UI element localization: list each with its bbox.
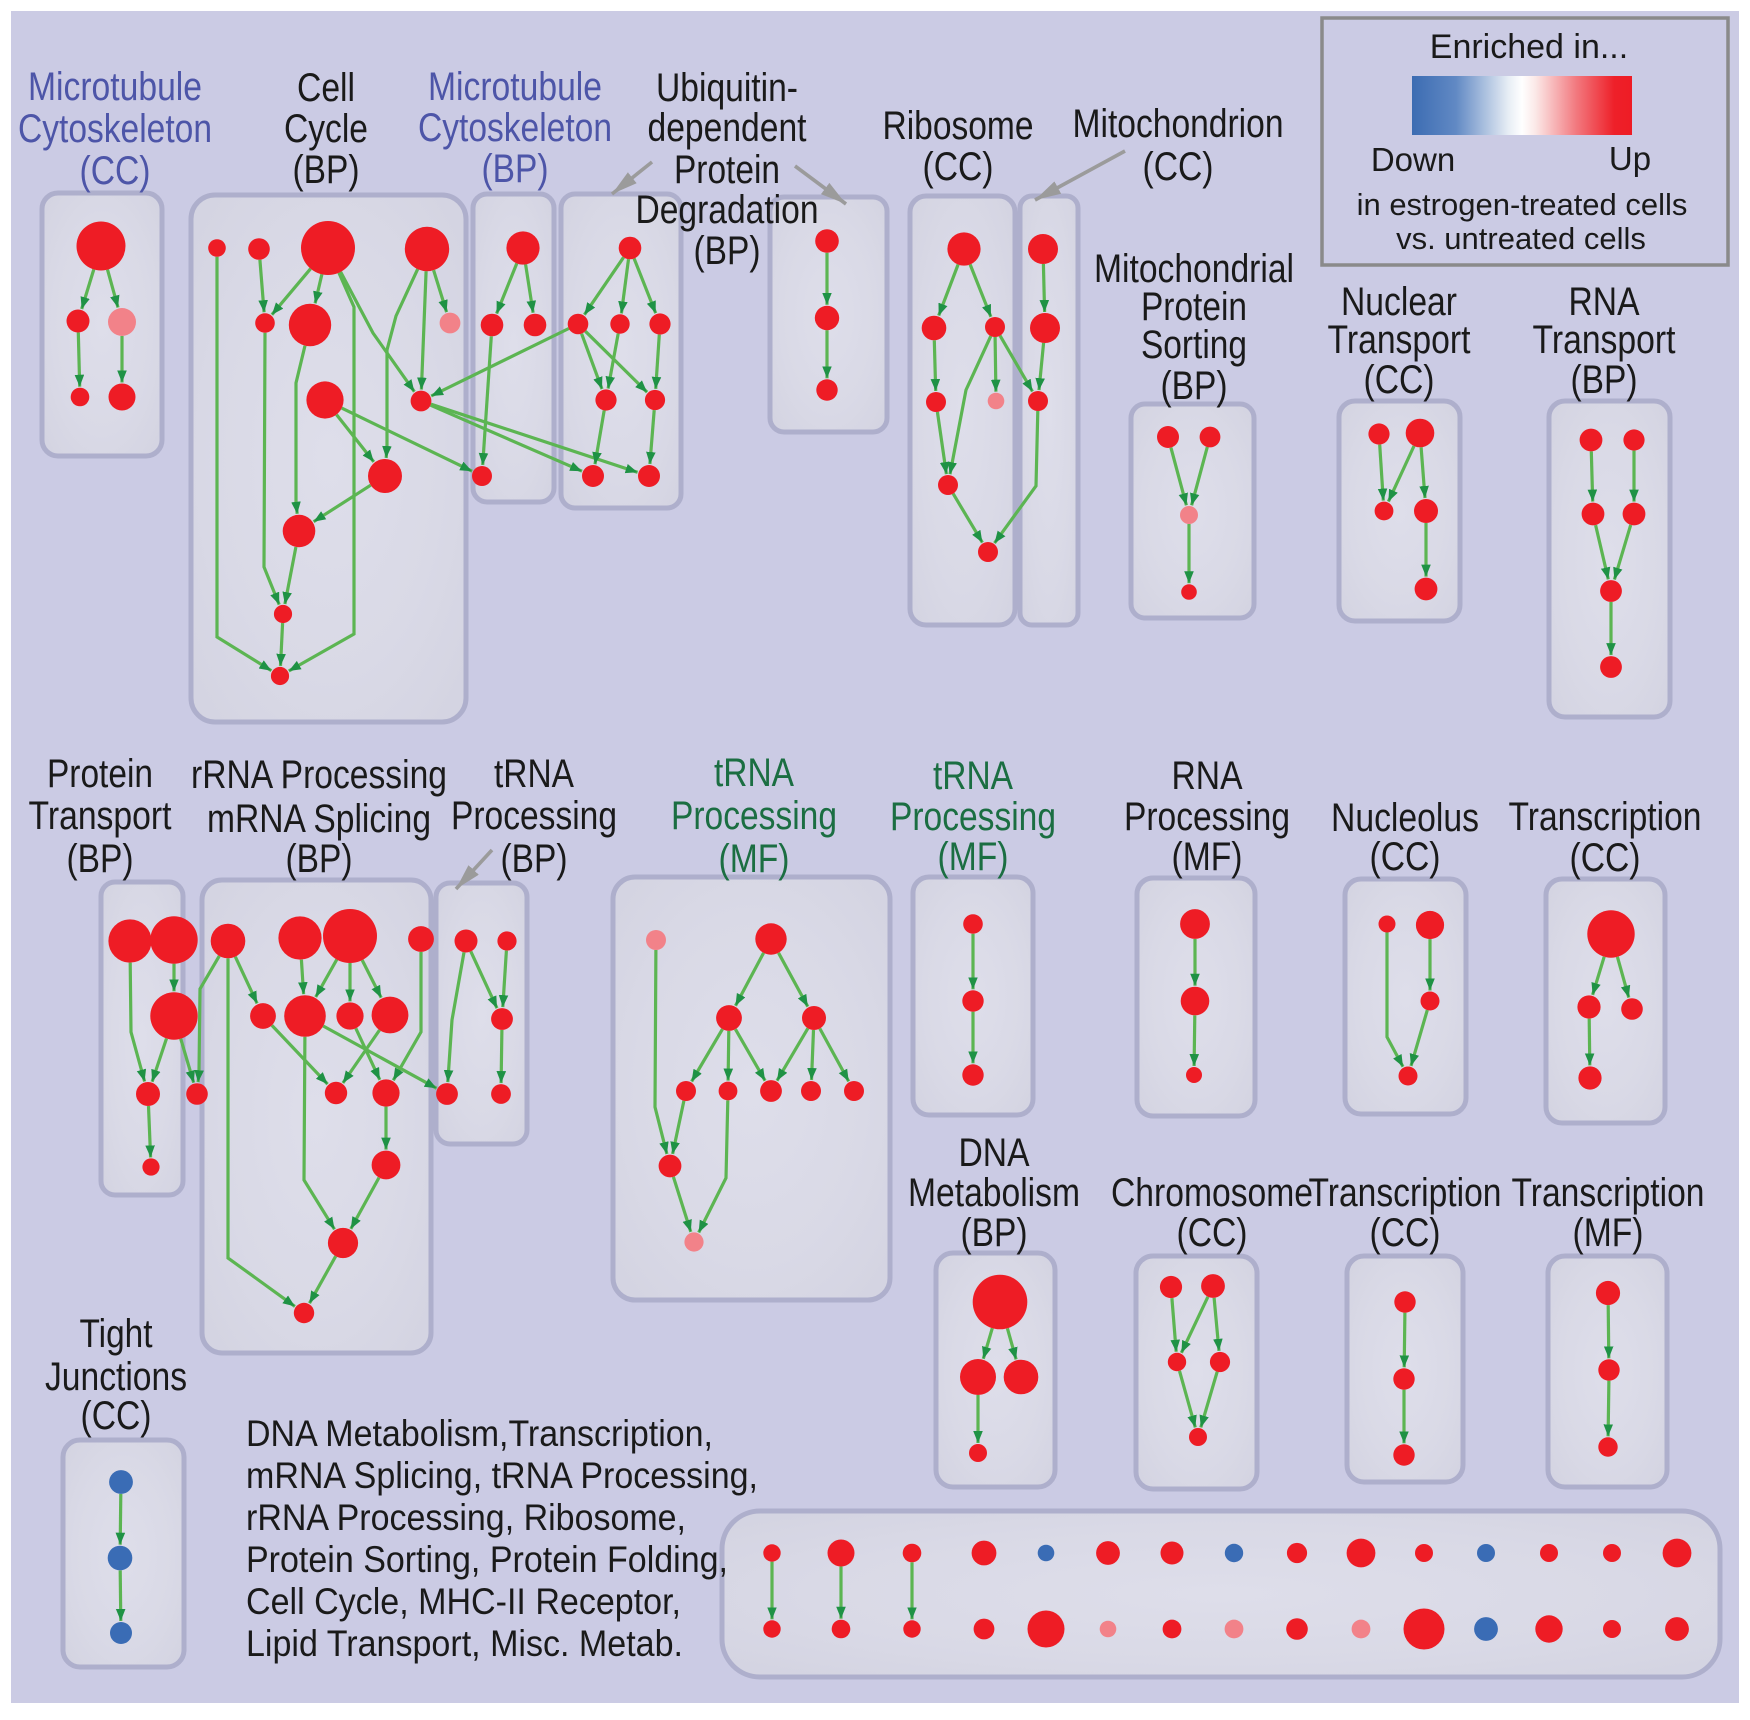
svg-text:Protein: Protein bbox=[1141, 285, 1247, 329]
svg-text:Transport: Transport bbox=[1533, 318, 1676, 362]
svg-text:Degradation: Degradation bbox=[636, 188, 819, 232]
svg-text:Ubiquitin-: Ubiquitin- bbox=[656, 66, 798, 110]
svg-text:tRNA: tRNA bbox=[933, 754, 1013, 798]
svg-text:tRNA: tRNA bbox=[494, 752, 574, 796]
svg-text:(CC): (CC) bbox=[923, 145, 994, 189]
svg-text:Chromosome: Chromosome bbox=[1111, 1171, 1313, 1215]
svg-text:Cytoskeleton: Cytoskeleton bbox=[18, 107, 212, 151]
svg-text:Processing: Processing bbox=[671, 794, 837, 838]
svg-text:Cell Cycle, MHC-II Receptor,: Cell Cycle, MHC-II Receptor, bbox=[246, 1581, 681, 1622]
svg-text:(CC): (CC) bbox=[80, 149, 151, 193]
svg-text:mRNA Splicing, tRNA Processing: mRNA Splicing, tRNA Processing, bbox=[246, 1455, 758, 1496]
svg-text:(BP): (BP) bbox=[482, 147, 549, 191]
svg-text:(BP): (BP) bbox=[961, 1211, 1028, 1255]
svg-text:RNA: RNA bbox=[1569, 280, 1640, 324]
svg-text:Transport: Transport bbox=[29, 794, 172, 838]
svg-text:rRNA Processing, Ribosome,: rRNA Processing, Ribosome, bbox=[246, 1497, 686, 1538]
svg-text:(CC): (CC) bbox=[1370, 1211, 1441, 1255]
svg-text:Nuclear: Nuclear bbox=[1341, 280, 1457, 324]
svg-text:Transcription: Transcription bbox=[1309, 1171, 1502, 1215]
svg-text:Transcription: Transcription bbox=[1509, 795, 1702, 839]
svg-text:Transport: Transport bbox=[1328, 318, 1471, 362]
svg-text:dependent: dependent bbox=[648, 106, 807, 150]
svg-text:Protein: Protein bbox=[674, 148, 780, 192]
svg-text:Up: Up bbox=[1609, 140, 1651, 177]
svg-text:vs. untreated cells: vs. untreated cells bbox=[1396, 221, 1646, 256]
svg-text:(CC): (CC) bbox=[1177, 1211, 1248, 1255]
svg-text:Microtubule: Microtubule bbox=[28, 65, 202, 109]
svg-text:Processing: Processing bbox=[890, 795, 1056, 839]
svg-text:Protein Sorting, Protein Foldi: Protein Sorting, Protein Folding, bbox=[246, 1539, 728, 1580]
svg-text:Ribosome: Ribosome bbox=[883, 104, 1034, 148]
svg-text:(MF): (MF) bbox=[1172, 835, 1243, 879]
svg-text:(BP): (BP) bbox=[501, 837, 568, 881]
svg-text:Tight: Tight bbox=[80, 1312, 153, 1356]
svg-text:(CC): (CC) bbox=[1143, 145, 1214, 189]
svg-text:DNA: DNA bbox=[959, 1131, 1030, 1175]
svg-text:tRNA: tRNA bbox=[714, 751, 794, 795]
svg-text:Cell: Cell bbox=[297, 66, 355, 110]
svg-text:(BP): (BP) bbox=[1161, 364, 1228, 408]
svg-text:Microtubule: Microtubule bbox=[428, 65, 602, 109]
svg-text:Nucleolus: Nucleolus bbox=[1331, 796, 1479, 840]
svg-text:Sorting: Sorting bbox=[1141, 323, 1247, 367]
svg-text:DNA Metabolism,Transcription,: DNA Metabolism,Transcription, bbox=[246, 1413, 713, 1454]
svg-text:Transcription: Transcription bbox=[1512, 1171, 1705, 1215]
svg-text:Cytoskeleton: Cytoskeleton bbox=[418, 106, 612, 150]
svg-text:(BP): (BP) bbox=[286, 837, 353, 881]
svg-text:Mitochondrial: Mitochondrial bbox=[1094, 247, 1294, 291]
svg-text:Processing: Processing bbox=[451, 794, 617, 838]
svg-text:(CC): (CC) bbox=[81, 1394, 152, 1438]
svg-text:(BP): (BP) bbox=[1571, 358, 1638, 402]
svg-text:Enriched in...: Enriched in... bbox=[1430, 28, 1628, 66]
svg-text:Junctions: Junctions bbox=[45, 1355, 187, 1399]
svg-text:RNA: RNA bbox=[1172, 754, 1243, 798]
svg-text:(BP): (BP) bbox=[694, 229, 761, 273]
svg-text:Mitochondrion: Mitochondrion bbox=[1073, 102, 1284, 146]
svg-text:in estrogen-treated cells: in estrogen-treated cells bbox=[1357, 187, 1688, 222]
svg-text:rRNA Processing: rRNA Processing bbox=[191, 753, 447, 797]
svg-text:Cycle: Cycle bbox=[284, 107, 368, 151]
svg-text:(BP): (BP) bbox=[67, 837, 134, 881]
svg-text:Lipid Transport, Misc. Metab.: Lipid Transport, Misc. Metab. bbox=[246, 1623, 683, 1664]
svg-text:(CC): (CC) bbox=[1570, 836, 1641, 880]
svg-text:(CC): (CC) bbox=[1364, 358, 1435, 402]
svg-text:(MF): (MF) bbox=[719, 837, 790, 881]
svg-text:Metabolism: Metabolism bbox=[908, 1171, 1080, 1215]
svg-text:(CC): (CC) bbox=[1370, 835, 1441, 879]
svg-text:(MF): (MF) bbox=[1573, 1211, 1644, 1255]
svg-text:Protein: Protein bbox=[47, 752, 153, 796]
svg-text:Processing: Processing bbox=[1124, 795, 1290, 839]
svg-text:(BP): (BP) bbox=[293, 148, 360, 192]
svg-text:(MF): (MF) bbox=[938, 835, 1009, 879]
svg-text:Down: Down bbox=[1371, 141, 1455, 178]
svg-text:mRNA Splicing: mRNA Splicing bbox=[207, 797, 431, 841]
